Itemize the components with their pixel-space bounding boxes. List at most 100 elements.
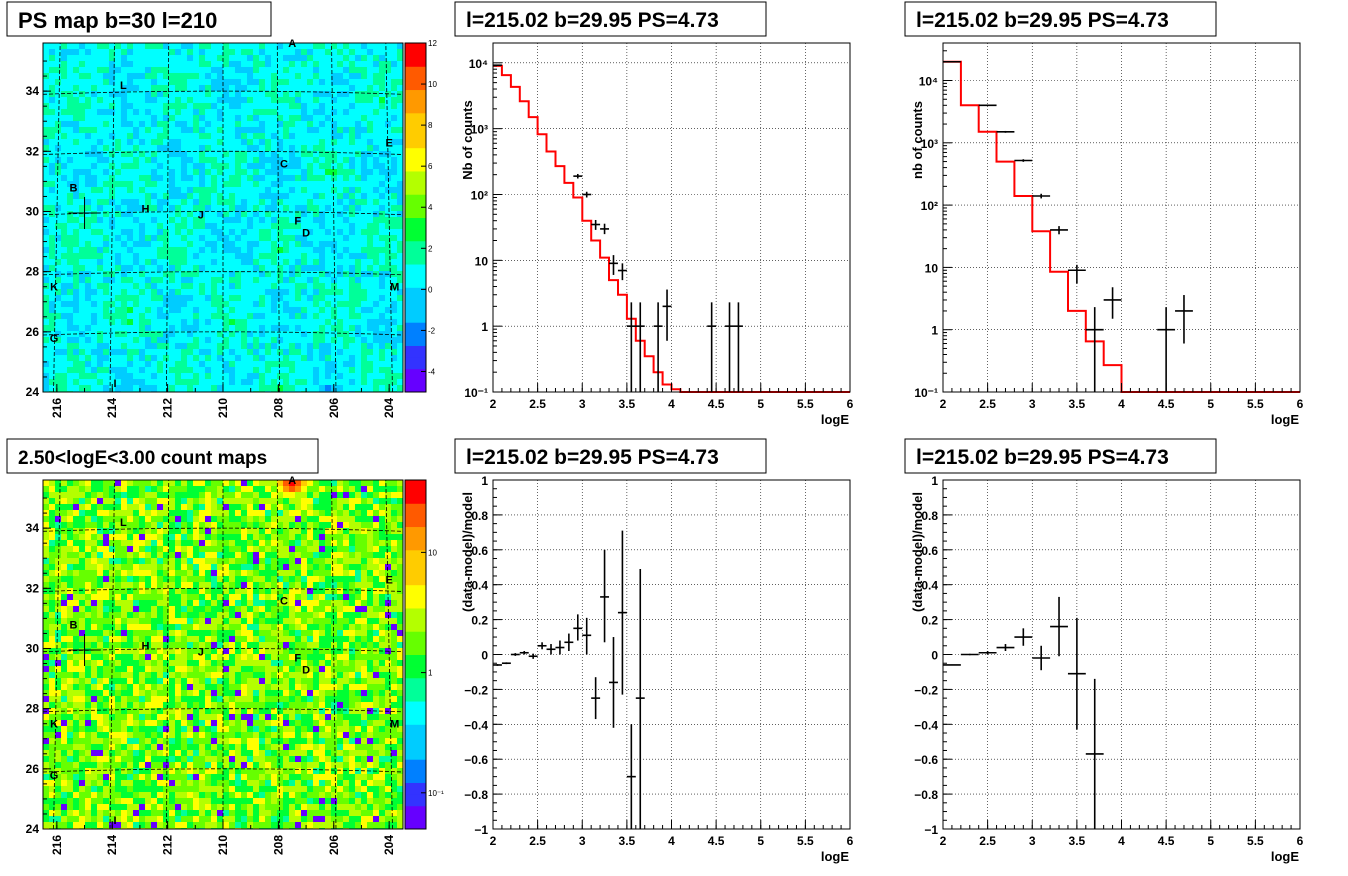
- count-map-cell: [289, 600, 295, 606]
- ps-map-cell: [289, 97, 295, 103]
- ps-map-cell: [145, 367, 151, 373]
- ps-map-cell: [253, 253, 259, 259]
- count-map-cell: [295, 576, 301, 582]
- count-map-cell: [307, 576, 313, 582]
- ps-map-cell: [79, 109, 85, 115]
- count-map-cell: [235, 492, 241, 498]
- ps-map-cell: [217, 163, 223, 169]
- ps-map-cell: [157, 253, 163, 259]
- count-map-cell: [181, 546, 187, 552]
- ps-map-cell: [127, 199, 133, 205]
- ps-map-cell: [349, 109, 355, 115]
- count-map-cell: [199, 564, 205, 570]
- count-map-cell: [187, 558, 193, 564]
- ps-map-cell: [109, 205, 115, 211]
- ps-map-cell: [127, 373, 133, 379]
- count-map-cell: [349, 534, 355, 540]
- ps-map-cell: [169, 247, 175, 253]
- ps-map-cell: [61, 355, 67, 361]
- ps-map-cell: [259, 283, 265, 289]
- ps-map-cell: [277, 109, 283, 115]
- ps-map-cell: [127, 43, 133, 49]
- ps-map-cell: [55, 109, 61, 115]
- ps-map-cell: [229, 133, 235, 139]
- ps-map-cell: [325, 385, 331, 391]
- ps-map-cell: [181, 115, 187, 121]
- count-map-cell: [55, 576, 61, 582]
- ps-map-cell: [307, 373, 313, 379]
- ps-map-cell: [307, 97, 313, 103]
- count-map-cell: [49, 522, 55, 528]
- ps-map-cell: [91, 187, 97, 193]
- ps-map-cell: [379, 217, 385, 223]
- ps-map-cell: [151, 79, 157, 85]
- count-map-cell: [127, 552, 133, 558]
- ps-map-cell: [145, 163, 151, 169]
- ps-map-cell: [289, 385, 295, 391]
- count-map-cell: [151, 498, 157, 504]
- ps-map-cell: [217, 337, 223, 343]
- ps-map-cell: [73, 55, 79, 61]
- count-map-cell: [379, 522, 385, 528]
- count-map-cell: [313, 570, 319, 576]
- ps-map-cell: [139, 109, 145, 115]
- count-map-cell: [391, 564, 397, 570]
- ps-map-cell: [373, 43, 379, 49]
- ps-map-cell: [61, 367, 67, 373]
- ps-map-cell: [385, 97, 391, 103]
- count-map-cell: [253, 606, 259, 612]
- count-map-cell: [373, 552, 379, 558]
- count-map-cell: [265, 504, 271, 510]
- count-map-cell: [265, 552, 271, 558]
- ps-map-cell: [127, 157, 133, 163]
- ps-map-cell: [253, 109, 259, 115]
- ps-map-cell: [97, 337, 103, 343]
- count-map-cell: [241, 522, 247, 528]
- ps-map-cell: [103, 277, 109, 283]
- ps-map-cell: [211, 67, 217, 73]
- ps-map-cell: [271, 349, 277, 355]
- ps-map-cell: [313, 211, 319, 217]
- ps-map-cell: [163, 259, 169, 265]
- count-map-cell: [277, 552, 283, 558]
- ps-map-cell: [241, 247, 247, 253]
- ps-map-cell: [379, 73, 385, 79]
- ps-map-cell: [79, 301, 85, 307]
- count-map-cell: [253, 576, 259, 582]
- count-map-cell: [49, 516, 55, 522]
- count-map-cell: [211, 516, 217, 522]
- count-map-cell: [325, 528, 331, 534]
- ps-map-cell: [253, 91, 259, 97]
- ps-map-cell: [163, 199, 169, 205]
- ps-map-cell: [247, 271, 253, 277]
- ps-map-cell: [223, 331, 229, 337]
- count-map-cell: [193, 498, 199, 504]
- ps-map-cell: [325, 145, 331, 151]
- ps-map-cell: [355, 157, 361, 163]
- count-map-cell: [337, 558, 343, 564]
- ps-map-cell: [247, 211, 253, 217]
- count-map-cell: [283, 510, 289, 516]
- count-map-cell: [325, 558, 331, 564]
- ps-map-cell: [313, 259, 319, 265]
- ps-map-cell: [307, 307, 313, 313]
- ps-map-cell: [217, 91, 223, 97]
- ps-map-cell: [211, 181, 217, 187]
- ps-map-cell: [223, 151, 229, 157]
- ps-map-cell: [91, 385, 97, 391]
- count-map-cell: [73, 546, 79, 552]
- ps-map-cell: [139, 313, 145, 319]
- ps-map-cell: [49, 355, 55, 361]
- ps-map-cell: [163, 115, 169, 121]
- ps-map-cell: [355, 253, 361, 259]
- ps-map-cell: [73, 61, 79, 67]
- ps-map-cell: [103, 133, 109, 139]
- ps-map-cell: [271, 241, 277, 247]
- ps-map-cell: [43, 319, 49, 325]
- ps-map-cell: [169, 229, 175, 235]
- ps-map-cell: [301, 337, 307, 343]
- ps-map-cell: [355, 169, 361, 175]
- ps-map-cell: [325, 49, 331, 55]
- count-map-cell: [385, 504, 391, 510]
- ps-map-cell: [277, 349, 283, 355]
